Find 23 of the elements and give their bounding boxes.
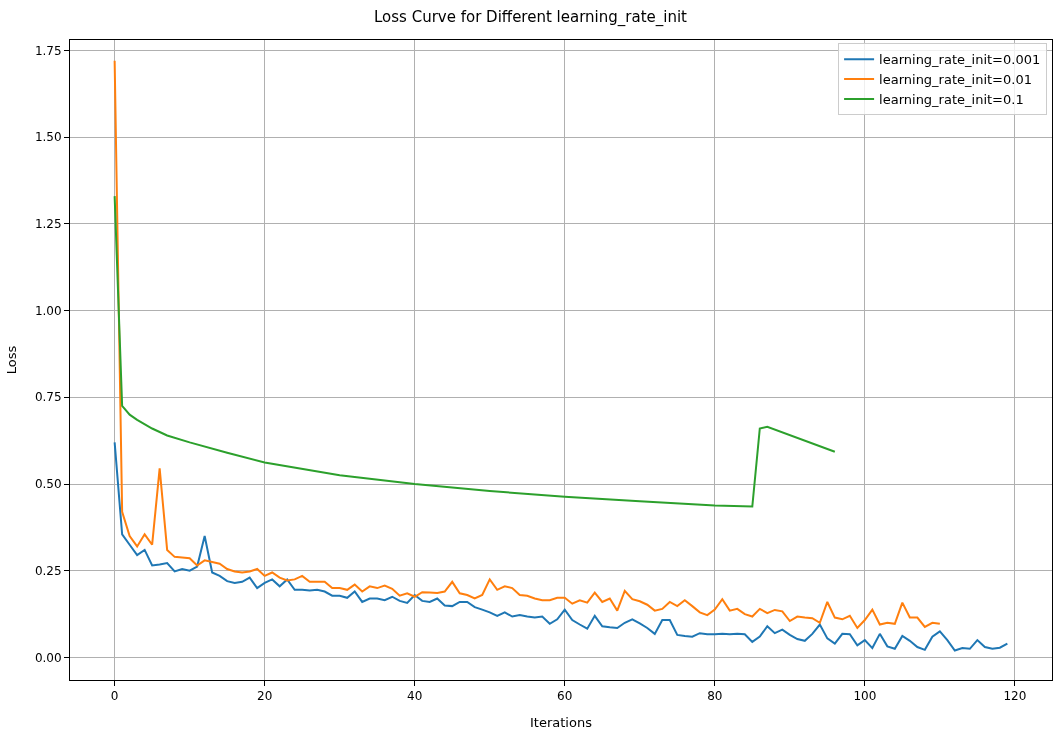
x-tick-label: 40: [407, 689, 423, 704]
line-series: [113, 195, 836, 508]
y-tick-label: 0.25: [34, 563, 62, 578]
y-tick-label: 0.75: [34, 390, 62, 405]
legend-label: learning_rate_init=0.01: [879, 72, 1032, 88]
legend-label: learning_rate_init=0.001: [879, 52, 1041, 68]
y-tick-label: 1.25: [34, 217, 62, 232]
x-axis-title: Iterations: [530, 715, 593, 730]
legend-label: learning_rate_init=0.1: [879, 92, 1024, 108]
x-tick-label: 80: [707, 689, 723, 704]
y-tick-label: 0.00: [34, 650, 62, 665]
y-tick-label: 1.75: [34, 43, 62, 58]
y-tick-label: 1.00: [34, 303, 62, 318]
y-tick-label: 0.50: [34, 477, 62, 492]
chart-title: Loss Curve for Different learning_rate_init: [374, 7, 688, 27]
line-series: [113, 441, 1009, 652]
y-tick-label: 1.50: [34, 130, 62, 145]
y-axis-title: Loss: [3, 345, 19, 375]
x-tick-label: 0: [110, 689, 119, 704]
x-tick-label: 100: [853, 689, 877, 704]
x-tick-label: 120: [1003, 689, 1027, 704]
x-tick-label: 60: [557, 689, 573, 704]
x-tick-label: 20: [257, 689, 273, 704]
